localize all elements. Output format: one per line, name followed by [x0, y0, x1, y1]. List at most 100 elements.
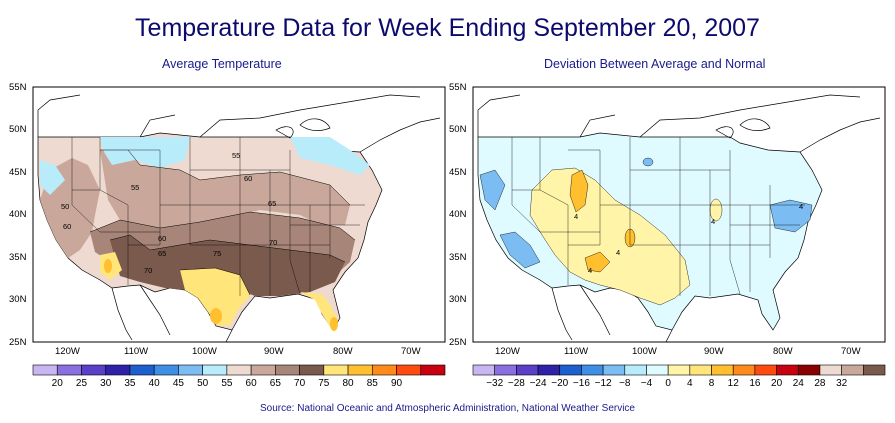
colorbar-swatch: [275, 364, 300, 376]
contour-label: 55: [131, 183, 139, 192]
colorbar-label: −12: [595, 378, 612, 389]
right-colorbar: −32 −28 −24 −20 −16 −12 −8 −4 0 4 8 12 16 20 24 28 32: [472, 364, 886, 389]
lat-label: 40N: [449, 209, 467, 220]
colorbar-label: 4: [687, 378, 693, 389]
average-temperature-map: 55 60 55 50 60 65 60 65 70 75 70: [33, 87, 445, 342]
lon-label: 100W: [192, 346, 217, 357]
right-lat-labels: 55N 50N 45N 40N 35N 30N 25N: [449, 82, 467, 348]
colorbar-swatch: [202, 364, 228, 376]
colorbar-label: −20: [551, 378, 568, 389]
colorbar-label: −24: [530, 378, 547, 389]
colorbar-swatch: [323, 364, 349, 376]
contour-labels: 55 60 55 50 60 65 60 65 70 75 70: [61, 151, 277, 275]
temp-zone-80-85-florida: [330, 317, 338, 331]
lat-label: 25N: [449, 337, 467, 348]
colorbar-swatch: [420, 364, 446, 376]
lon-label: 100W: [632, 346, 657, 357]
temp-zone-60-65-central: [100, 150, 350, 228]
colorbar-swatch: [581, 364, 604, 376]
colorbar-swatch: [494, 364, 517, 376]
colorbar-swatch: [689, 364, 712, 376]
colorbar-label: 8: [709, 378, 715, 389]
contour-label: 55: [232, 151, 240, 160]
contour-label: 70: [269, 238, 277, 247]
colorbar-swatch: [472, 364, 495, 376]
lat-label: 35N: [9, 252, 27, 263]
colorbar-label: 20: [771, 378, 783, 389]
lon-label: 120W: [55, 346, 80, 357]
colorbar-swatch: [537, 364, 561, 376]
deviation-zone-4-8-north: [569, 169, 589, 213]
temp-zone-cool-northeast: [290, 137, 370, 175]
lat-label: 55N: [9, 82, 27, 93]
contour-label: 65: [268, 199, 276, 208]
lat-label: 30N: [449, 294, 467, 305]
contour-label: 75: [213, 249, 221, 258]
colorbar-label: −4: [641, 378, 653, 389]
right-map-frame: [472, 86, 886, 343]
colorbar-swatch: [396, 364, 422, 376]
deviation-contour-labels: 4 4 4 4 4: [574, 202, 803, 275]
source-credit: Source: National Oceanic and Atmospheric…: [259, 403, 635, 414]
colorbar-label: −32: [486, 378, 503, 389]
state-borders-deviation: [511, 137, 805, 296]
lat-label: 35N: [449, 252, 467, 263]
temp-zone-80-85-arizona: [104, 259, 112, 273]
colorbar-swatch: [819, 364, 842, 376]
colorbar-swatch: [153, 364, 179, 376]
colorbar-swatch: [226, 364, 252, 376]
colorbar-swatch: [646, 364, 669, 376]
colorbar-swatch: [81, 364, 107, 376]
deviation-zone-cool-plains: [642, 157, 654, 167]
contour-label: 4: [588, 266, 592, 275]
colorbar-label: 32: [836, 378, 848, 389]
lon-label: 90W: [704, 346, 724, 357]
temp-zone-70-75: [110, 235, 345, 296]
state-borders: [71, 137, 365, 296]
contour-lines: [89, 149, 356, 296]
deviation-zone-cool-southwest: [499, 231, 541, 269]
left-lon-labels: 120W 110W 100W 90W 80W 70W: [55, 346, 421, 357]
deviation-zone-0-4: [529, 167, 691, 306]
colorbar-label: 70: [294, 378, 306, 389]
colorbar-label: 55: [221, 378, 233, 389]
lat-label: 45N: [9, 167, 27, 178]
contour-label: 70: [144, 266, 152, 275]
lon-label: 110W: [564, 346, 588, 357]
colorbar-label: 65: [270, 378, 282, 389]
colorbar-label: 60: [246, 378, 258, 389]
colorbar-swatch: [250, 364, 276, 376]
colorbar-swatch: [347, 364, 373, 376]
lon-label: 70W: [841, 346, 861, 357]
lon-label: 80W: [333, 346, 353, 357]
neighbor-coastlines-deviation: [477, 94, 881, 342]
contour-label: 4: [574, 212, 578, 221]
contour-label: 4: [799, 202, 803, 211]
colorbar-swatch: [797, 364, 821, 376]
lat-label: 45N: [449, 167, 467, 178]
colorbar-swatch: [299, 364, 325, 376]
colorbar-label: 50: [197, 378, 209, 389]
deviation-map: 4 4 4 4 4: [473, 87, 885, 342]
colorbar-label: 75: [318, 378, 330, 389]
colorbar-swatch: [516, 364, 539, 376]
colorbar-label: 28: [814, 378, 826, 389]
colorbar-swatch: [711, 364, 734, 376]
colorbar-swatch: [105, 364, 131, 376]
temp-zone-75-80-texas: [180, 268, 250, 326]
colorbar-swatch: [667, 364, 691, 376]
colorbar-swatch: [56, 364, 82, 376]
colorbar-swatch: [32, 364, 58, 376]
colorbar-label: −16: [573, 378, 590, 389]
deviation-zone-cool-west: [479, 169, 506, 211]
colorbar-label: 45: [173, 378, 185, 389]
colorbar-label: −28: [508, 378, 525, 389]
lat-label: 25N: [9, 337, 27, 348]
colorbar-swatch: [841, 364, 864, 376]
contour-label: 60: [158, 234, 166, 243]
contour-label: 4: [616, 248, 620, 257]
left-lat-labels: 55N 50N 45N 40N 35N 30N 25N: [9, 82, 27, 348]
lon-label: 80W: [773, 346, 793, 357]
lat-label: 55N: [449, 82, 467, 93]
